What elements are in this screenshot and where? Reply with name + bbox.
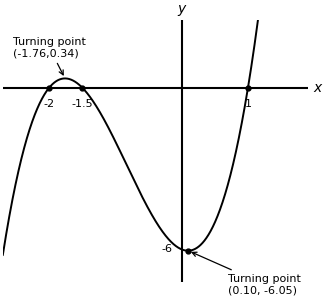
Text: y: y bbox=[178, 2, 186, 16]
Text: 1: 1 bbox=[245, 100, 252, 109]
Text: -2: -2 bbox=[44, 100, 55, 109]
Text: x: x bbox=[313, 81, 321, 95]
Text: -6: -6 bbox=[162, 244, 172, 254]
Text: Turning point
(-1.76,0.34): Turning point (-1.76,0.34) bbox=[13, 36, 86, 75]
Text: Turning point
(0.10, -6.05): Turning point (0.10, -6.05) bbox=[192, 252, 301, 295]
Text: -1.5: -1.5 bbox=[71, 100, 93, 109]
